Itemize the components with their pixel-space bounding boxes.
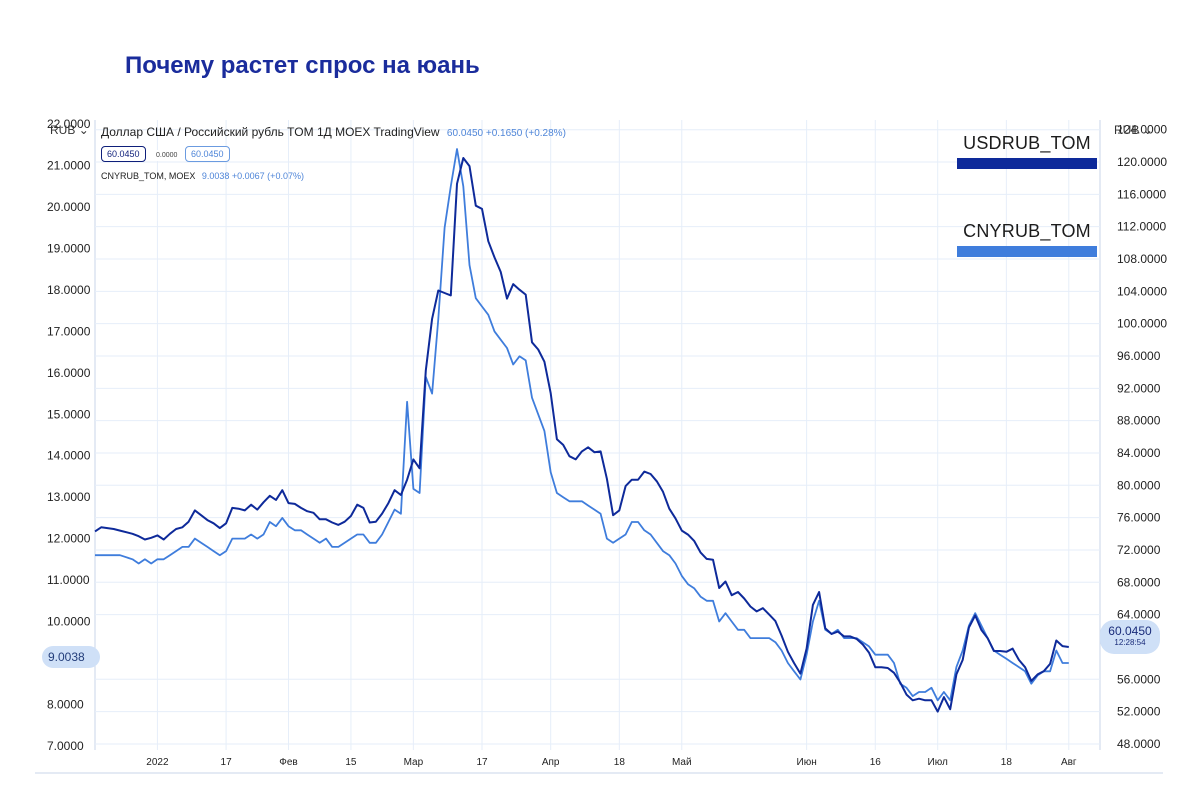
left-tick-label: 16.0000 <box>47 366 91 380</box>
legend-cny: CNYRUB_TOM <box>957 221 1097 257</box>
right-tick-label: 48.0000 <box>1117 737 1161 751</box>
left-tick-label: 12.0000 <box>47 532 91 546</box>
x-tick-label: Мар <box>404 757 424 768</box>
x-tick-label: 17 <box>476 757 488 768</box>
price-pill-spread: 0.0000 <box>151 150 183 161</box>
right-tick-label: 96.0000 <box>1117 349 1161 363</box>
left-tick-label: 11.0000 <box>47 573 90 587</box>
last-value-usd: 60.0450 12:28:54 <box>1100 620 1160 654</box>
symbol-title: Доллар США / Российский рубль TOM 1Д MOE… <box>101 125 440 139</box>
compare-symbol-delta: 9.0038 +0.0067 (+0.07%) <box>201 171 304 181</box>
x-tick-label: Апр <box>542 757 560 768</box>
left-tick-label: 10.0000 <box>47 615 91 629</box>
x-tick-label: Июн <box>797 757 817 768</box>
x-tick-label: 2022 <box>146 757 169 768</box>
right-tick-label: 124.0000 <box>1117 123 1167 137</box>
right-tick-label: 108.0000 <box>1117 252 1167 266</box>
right-tick-label: 88.0000 <box>1117 414 1161 428</box>
left-tick-label: 7.0000 <box>47 739 84 753</box>
chevron-down-icon: ⌄ <box>78 123 89 137</box>
chevron-down-icon: ⌄ <box>1142 123 1153 137</box>
right-tick-label: 120.0000 <box>1117 155 1167 169</box>
left-tick-label: 22.0000 <box>47 117 91 131</box>
left-tick-label: 19.0000 <box>47 241 91 255</box>
right-tick-label: 92.0000 <box>1117 381 1161 395</box>
right-tick-label: 112.0000 <box>1117 220 1166 234</box>
x-tick-label: Авг <box>1061 757 1077 768</box>
left-tick-label: 17.0000 <box>47 324 91 338</box>
compare-symbol-label: CNYRUB_TOM, MOEX <box>101 171 196 181</box>
legend-usd-swatch <box>957 158 1097 169</box>
right-tick-label: 64.0000 <box>1117 608 1161 622</box>
headline: Почему растет спрос на юань <box>125 52 480 79</box>
right-tick-label: 80.0000 <box>1117 478 1161 492</box>
left-tick-label: 18.0000 <box>47 283 91 297</box>
chart-series <box>94 148 1069 713</box>
price-pill-secondary[interactable]: 60.0450 <box>185 146 230 162</box>
right-tick-label: 56.0000 <box>1117 672 1161 686</box>
left-tick-label: 8.0000 <box>47 697 84 711</box>
left-tick-label: 21.0000 <box>47 159 91 173</box>
x-tick-label: 15 <box>345 757 357 768</box>
left-tick-label: 15.0000 <box>47 407 91 421</box>
right-tick-label: 116.0000 <box>1117 187 1166 201</box>
x-tick-label: Июл <box>928 757 948 768</box>
right-tick-label: 68.0000 <box>1117 575 1161 589</box>
x-tick-label: 18 <box>1001 757 1013 768</box>
chart-grid <box>35 120 1163 774</box>
left-tick-label: 14.0000 <box>47 449 91 463</box>
right-tick-label: 72.0000 <box>1117 543 1161 557</box>
last-value-usd-time: 12:28:54 <box>1114 638 1146 647</box>
symbol-delta: 60.0450 +0.1650 (+0.28%) <box>446 128 566 139</box>
chart-header-title: Доллар США / Российский рубль TOM 1Д MOE… <box>101 125 566 139</box>
right-tick-label: 104.0000 <box>1117 284 1167 298</box>
chart-axes: 124.0000 120.0000 116.0000 112.0000 108.0000… <box>47 117 1167 768</box>
right-tick-label: 100.0000 <box>1117 317 1167 331</box>
x-tick-label: Май <box>672 757 692 768</box>
legend-usd-label: USDRUB_TOM <box>963 133 1091 153</box>
right-tick-label: 76.0000 <box>1117 511 1161 525</box>
left-tick-label: 13.0000 <box>47 490 91 504</box>
x-tick-label: 16 <box>870 757 882 768</box>
legend-cny-label: CNYRUB_TOM <box>963 221 1091 241</box>
last-value-cny: 9.0038 <box>42 646 100 668</box>
right-tick-label: 52.0000 <box>1117 705 1161 719</box>
x-tick-label: 18 <box>614 757 626 768</box>
series-line-cnyrub-tom <box>95 148 1069 702</box>
right-axis-currency-label: RUB <box>1114 123 1140 137</box>
left-axis-currency-label: RUB <box>50 123 76 137</box>
series-line-usdrub-tom <box>94 157 1069 713</box>
legend-cny-swatch <box>957 246 1097 257</box>
left-axis-currency[interactable]: RUB ⌄ <box>50 123 89 137</box>
left-tick-label: 20.0000 <box>47 200 91 214</box>
right-axis-currency[interactable]: RUB ⌄ <box>1114 123 1153 137</box>
right-tick-label: 84.0000 <box>1117 446 1161 460</box>
legend-usd: USDRUB_TOM <box>957 133 1097 169</box>
price-pill-primary[interactable]: 60.0450 <box>101 146 146 162</box>
last-value-usd-price: 60.0450 <box>1108 624 1152 638</box>
x-tick-label: Фев <box>279 757 297 768</box>
x-tick-label: 17 <box>221 757 233 768</box>
compare-symbol: CNYRUB_TOM, MOEX 9.0038 +0.0067 (+0.07%) <box>101 171 304 181</box>
